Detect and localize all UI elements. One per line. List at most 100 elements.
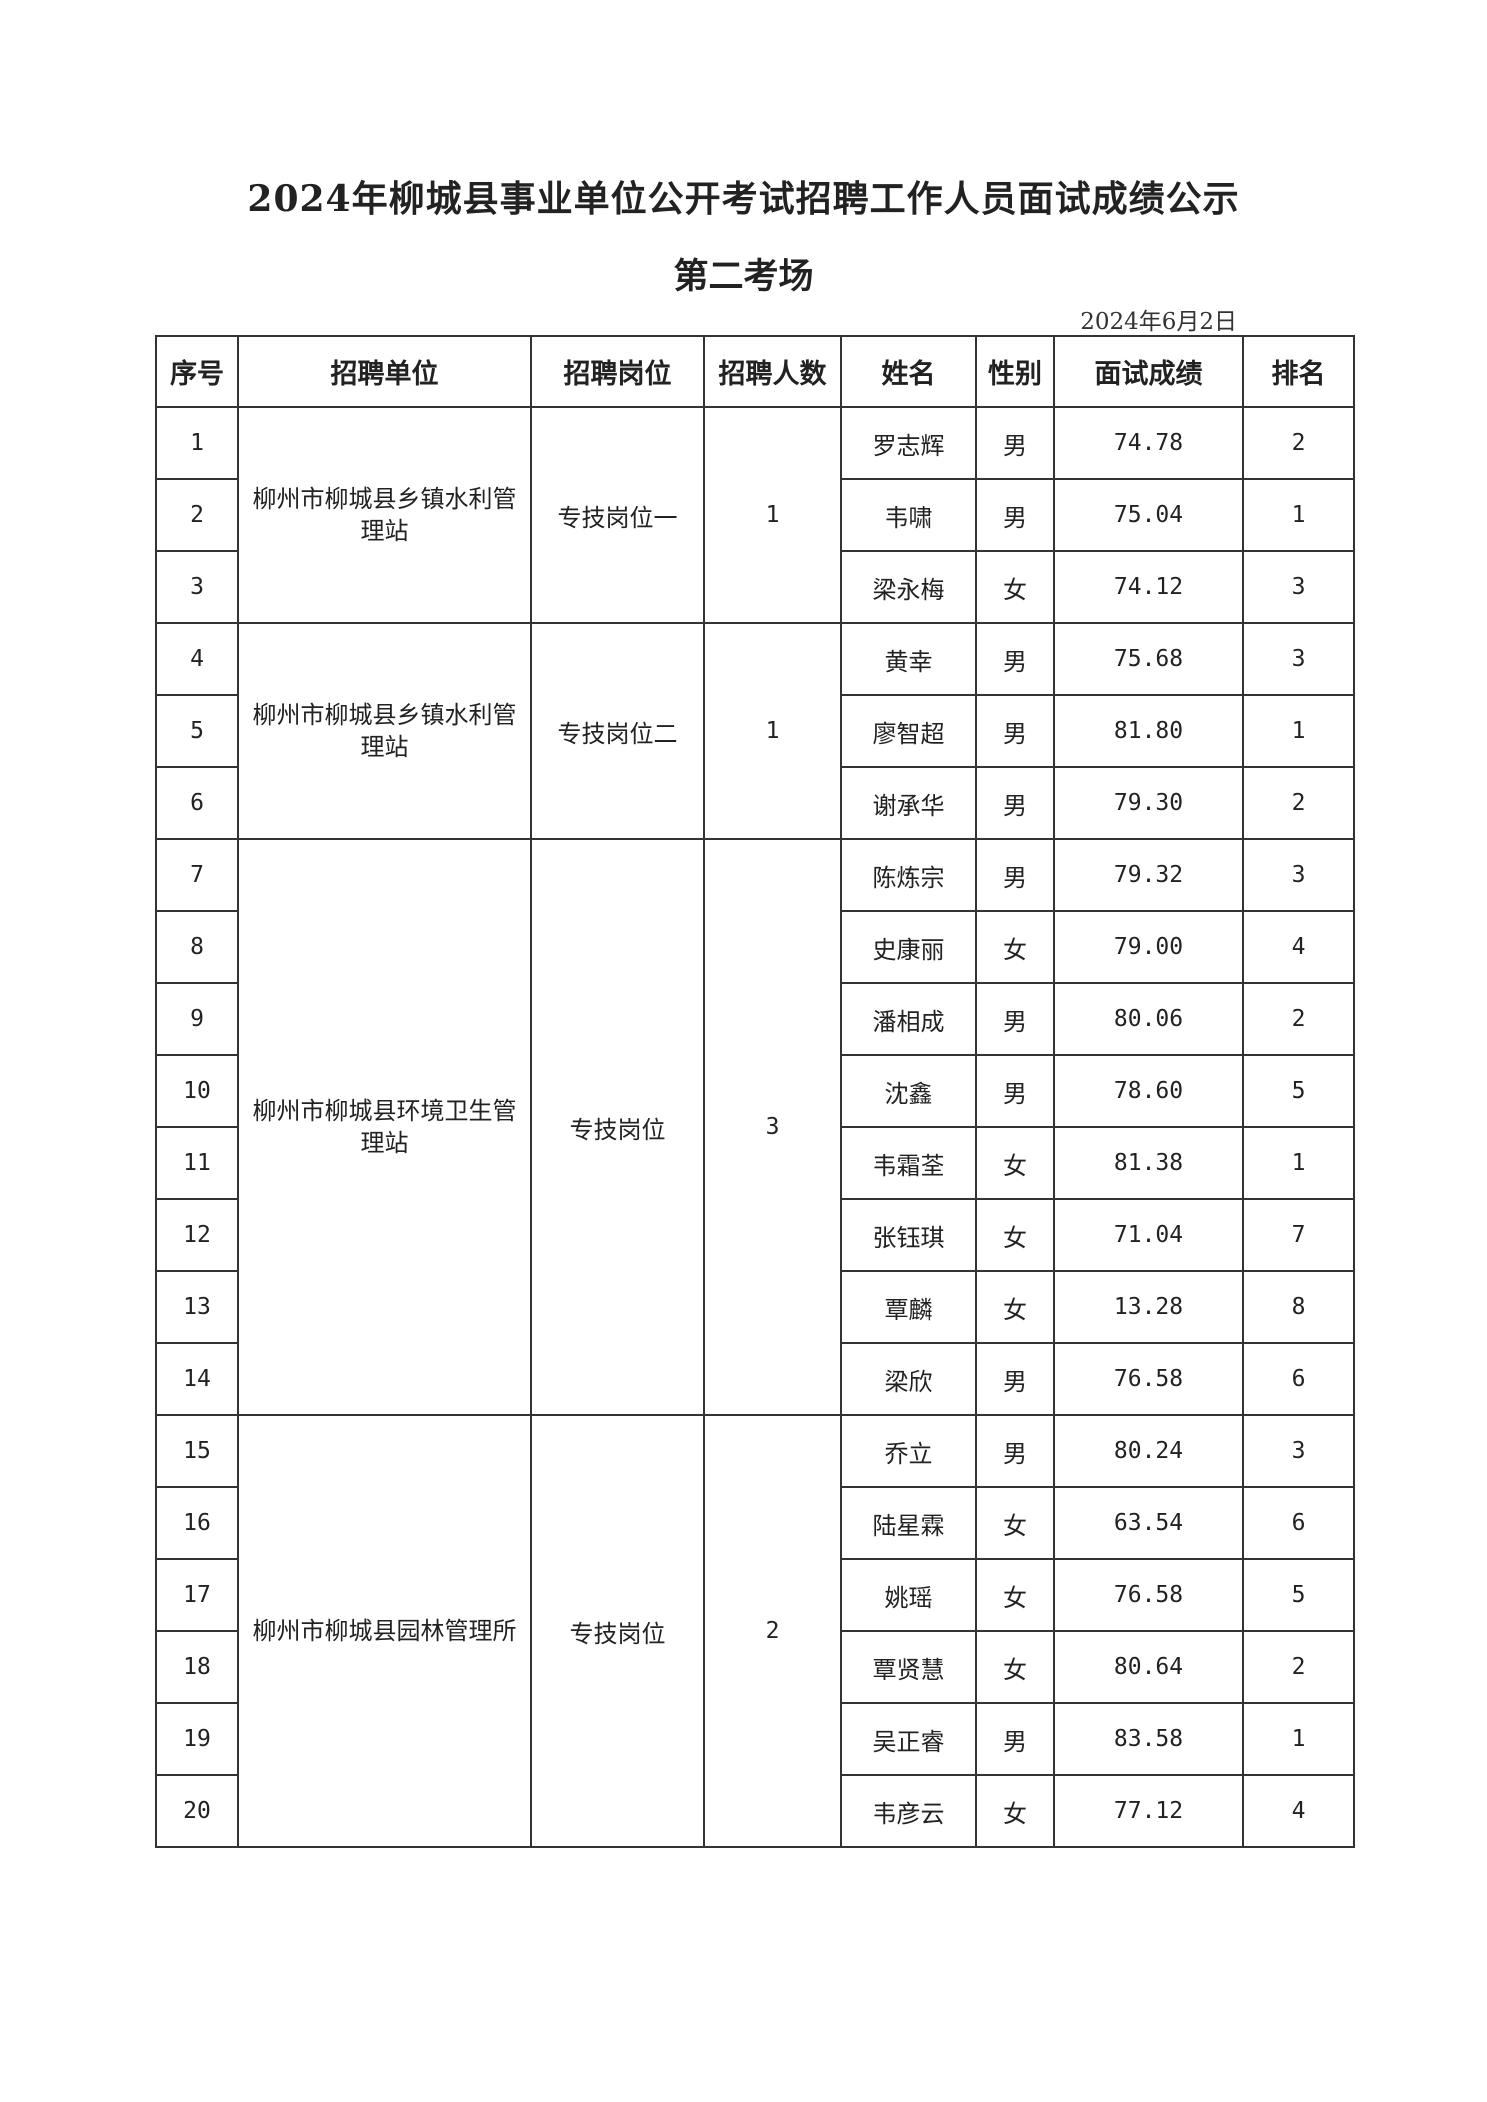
table-row: 6 谢承华男 79.30 2: [155, 766, 1355, 840]
row-number: 15: [155, 1414, 239, 1488]
interview-score: 79.30: [1053, 766, 1244, 840]
interview-score: 80.24: [1053, 1414, 1244, 1488]
candidate-gender: 女: [975, 1630, 1055, 1704]
interview-score: 80.06: [1053, 982, 1244, 1056]
results-table: 序号 招聘单位 招聘岗位 招聘人数 姓名 性别 面试成绩 排名 1 柳州市柳城县乡…: [155, 335, 1355, 1848]
row-number: 13: [155, 1270, 239, 1344]
candidate-gender: 男: [975, 838, 1055, 912]
candidate-gender: 男: [975, 694, 1055, 768]
row-number: 18: [155, 1630, 239, 1704]
rank: 1: [1242, 1702, 1355, 1776]
row-number: 14: [155, 1342, 239, 1416]
rank: 6: [1242, 1342, 1355, 1416]
table-header-row: 序号 招聘单位 招聘岗位 招聘人数 姓名 性别 面试成绩 排名: [155, 335, 1355, 408]
recruiting-count: 3: [703, 838, 842, 1416]
rank: 2: [1242, 766, 1355, 840]
rank: 1: [1242, 694, 1355, 768]
candidate-name: 潘相成: [840, 982, 977, 1056]
candidate-gender: 男: [975, 1702, 1055, 1776]
candidate-gender: 男: [975, 1342, 1055, 1416]
table-row: 4 柳州市柳城县乡镇水利管理站 专技岗位二 1 黄幸男 75.68 3: [155, 622, 1355, 840]
row-number: 16: [155, 1486, 239, 1560]
page-title: 2024年柳城县事业单位公开考试招聘工作人员面试成绩公示: [247, 178, 1240, 220]
rank: 2: [1242, 1630, 1355, 1704]
candidate-name: 黄幸: [840, 622, 977, 696]
candidate-name: 覃麟: [840, 1270, 977, 1344]
recruiting-post: 专技岗位二: [530, 622, 705, 840]
candidate-name: 沈鑫: [840, 1054, 977, 1128]
candidate-gender: 女: [975, 1198, 1055, 1272]
table-row: 14 梁欣男 76.58 6: [155, 1342, 1355, 1416]
candidate-name: 韦霜荃: [840, 1126, 977, 1200]
rank: 3: [1242, 1414, 1355, 1488]
recruiting-post: 专技岗位: [530, 838, 705, 1416]
candidate-name: 张钰琪: [840, 1198, 977, 1272]
header-gender: 性别: [975, 335, 1055, 408]
candidate-name: 史康丽: [840, 910, 977, 984]
table-row: 5 廖智超男 81.80 1: [155, 694, 1355, 768]
candidate-gender: 男: [975, 982, 1055, 1056]
table-row: 17 姚瑶女 76.58 5: [155, 1558, 1355, 1632]
interview-score: 81.38: [1053, 1126, 1244, 1200]
candidate-gender: 男: [975, 1414, 1055, 1488]
candidate-gender: 女: [975, 910, 1055, 984]
rank: 1: [1242, 1126, 1355, 1200]
table-row: 11 韦霜荃女 81.38 1: [155, 1126, 1355, 1200]
recruiting-count: 1: [703, 406, 842, 624]
candidate-name: 韦彦云: [840, 1774, 977, 1848]
candidate-gender: 男: [975, 478, 1055, 552]
header-post: 招聘岗位: [530, 335, 705, 408]
header-rank: 排名: [1242, 335, 1355, 408]
table-row: 19 吴正睿男 83.58 1: [155, 1702, 1355, 1776]
recruiting-unit: 柳州市柳城县环境卫生管理站: [237, 838, 532, 1416]
rank: 2: [1242, 982, 1355, 1056]
candidate-name: 吴正睿: [840, 1702, 977, 1776]
rank: 3: [1242, 550, 1355, 624]
candidate-gender: 女: [975, 1486, 1055, 1560]
row-number: 1: [155, 406, 239, 480]
candidate-name: 覃贤慧: [840, 1630, 977, 1704]
row-number: 2: [155, 478, 239, 552]
candidate-name: 陈炼宗: [840, 838, 977, 912]
recruiting-unit: 柳州市柳城县乡镇水利管理站: [237, 622, 532, 840]
candidate-name: 梁欣: [840, 1342, 977, 1416]
interview-score: 75.68: [1053, 622, 1244, 696]
row-number: 11: [155, 1126, 239, 1200]
rank: 2: [1242, 406, 1355, 480]
table-row: 15 柳州市柳城县园林管理所 专技岗位 2 乔立男 80.24 3: [155, 1414, 1355, 1848]
table-row: 3 梁永梅女 74.12 3: [155, 550, 1355, 624]
table-row: 10 沈鑫男 78.60 5: [155, 1054, 1355, 1128]
rank: 3: [1242, 622, 1355, 696]
candidate-name: 谢承华: [840, 766, 977, 840]
recruiting-unit: 柳州市柳城县园林管理所: [237, 1414, 532, 1848]
table-row: 16 陆星霖女 63.54 6: [155, 1486, 1355, 1560]
recruiting-post: 专技岗位一: [530, 406, 705, 624]
interview-score: 77.12: [1053, 1774, 1244, 1848]
recruiting-post: 专技岗位: [530, 1414, 705, 1848]
candidate-gender: 男: [975, 1054, 1055, 1128]
interview-score: 74.12: [1053, 550, 1244, 624]
table-row: 18 覃贤慧女 80.64 2: [155, 1630, 1355, 1704]
candidate-name: 罗志辉: [840, 406, 977, 480]
candidate-name: 廖智超: [840, 694, 977, 768]
interview-score: 63.54: [1053, 1486, 1244, 1560]
candidate-name: 韦啸: [840, 478, 977, 552]
table-row: 20 韦彦云女 77.12 4: [155, 1774, 1355, 1848]
rank: 4: [1242, 910, 1355, 984]
rank: 6: [1242, 1486, 1355, 1560]
recruiting-count: 1: [703, 622, 842, 840]
row-number: 3: [155, 550, 239, 624]
interview-score: 81.80: [1053, 694, 1244, 768]
recruiting-count: 2: [703, 1414, 842, 1848]
rank: 1: [1242, 478, 1355, 552]
header-unit: 招聘单位: [237, 335, 532, 408]
rank: 7: [1242, 1198, 1355, 1272]
row-number: 4: [155, 622, 239, 696]
row-number: 19: [155, 1702, 239, 1776]
table-row: 2 韦啸男 75.04 1: [155, 478, 1355, 552]
header-score: 面试成绩: [1053, 335, 1244, 408]
candidate-gender: 女: [975, 1558, 1055, 1632]
candidate-name: 姚瑶: [840, 1558, 977, 1632]
candidate-name: 陆星霖: [840, 1486, 977, 1560]
row-number: 9: [155, 982, 239, 1056]
